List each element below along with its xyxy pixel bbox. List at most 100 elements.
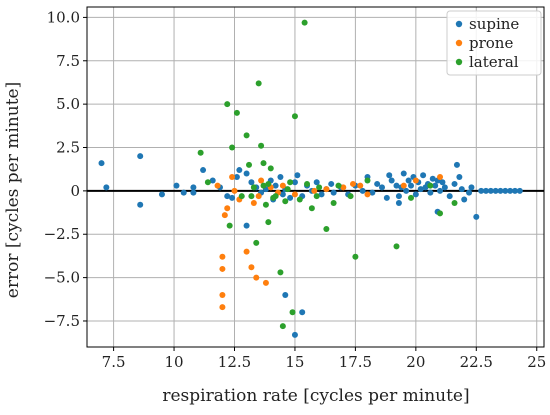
lateral-point <box>287 179 294 186</box>
supine-point <box>369 189 376 196</box>
lateral-point <box>197 149 204 156</box>
supine-point <box>248 179 255 186</box>
prone-point <box>219 291 226 298</box>
legend-label-supine: supine <box>469 15 519 33</box>
lateral-point <box>226 222 233 229</box>
supine-point <box>487 187 494 194</box>
lateral-point <box>304 180 311 187</box>
supine-point <box>209 177 216 184</box>
supine-point <box>103 184 110 191</box>
plot-frame <box>86 6 545 348</box>
y-tick-label: 10.0 <box>47 8 80 26</box>
lateral-point <box>248 193 255 200</box>
lateral-point <box>427 182 434 189</box>
supine-point <box>466 189 473 196</box>
lateral-point <box>291 113 298 120</box>
supine-point <box>378 184 385 191</box>
lateral-point <box>204 179 211 186</box>
prone-point <box>248 264 255 271</box>
prone-point <box>400 182 407 189</box>
supine-point <box>190 189 197 196</box>
x-tick-label: 7.5 <box>102 353 126 371</box>
supine-point <box>277 174 284 180</box>
y-axis-label: error [cycles per minute] <box>3 82 23 298</box>
lateral-point <box>260 182 267 189</box>
prone-point <box>291 191 298 198</box>
lateral-point <box>437 210 444 217</box>
y-tick-label: 7.5 <box>56 52 80 70</box>
prone-point <box>231 187 238 194</box>
lateral-point <box>277 269 284 276</box>
legend-label-prone: prone <box>469 34 513 52</box>
lateral-point <box>265 180 272 187</box>
x-tick-label: 10 <box>165 353 184 371</box>
lateral-point <box>246 161 253 168</box>
supine-point <box>173 182 180 189</box>
x-axis-label: respiration rate [cycles per minute] <box>162 386 469 406</box>
supine-point <box>497 187 504 194</box>
prone-point <box>243 248 250 255</box>
supine-point <box>359 187 366 194</box>
lateral-point <box>347 193 354 200</box>
lateral-point <box>253 239 260 246</box>
lateral-point <box>393 243 400 250</box>
legend-marker-supine <box>455 20 463 28</box>
supine-point <box>200 167 207 174</box>
supine-point <box>282 291 289 298</box>
supine-point <box>137 153 144 160</box>
prone-point <box>224 205 231 212</box>
lateral-point <box>352 253 359 260</box>
supine-point <box>468 184 475 191</box>
prone-point <box>253 274 260 281</box>
supine-point <box>299 309 306 316</box>
supine-point <box>224 193 231 200</box>
supine-point <box>441 184 448 191</box>
y-tick-label: 0 <box>70 182 80 200</box>
supine-point <box>291 179 298 186</box>
lateral-point <box>296 196 303 203</box>
x-tick-label: 22.5 <box>460 353 493 371</box>
supine-point <box>330 189 337 196</box>
supine-point <box>328 180 335 187</box>
supine-point <box>279 191 286 198</box>
lateral-point <box>323 226 330 233</box>
lateral-point <box>308 205 315 212</box>
lateral-point <box>238 193 245 200</box>
supine-point <box>158 191 165 198</box>
supine-point <box>383 194 390 201</box>
x-tick-label: 12.5 <box>218 353 251 371</box>
y-axis-ticks: −7.5 −5.0 −2.5 0 2.5 5.0 7.5 10.0 <box>44 8 87 330</box>
data-points <box>98 19 523 338</box>
supine-point <box>420 172 427 179</box>
lateral-point <box>224 101 231 108</box>
supine-point <box>236 167 243 174</box>
y-tick-label: 5.0 <box>56 95 80 113</box>
supine-point <box>388 177 395 184</box>
lateral-point <box>265 219 272 226</box>
supine-point <box>386 172 393 179</box>
supine-point <box>272 182 279 189</box>
lateral-point <box>284 186 291 193</box>
y-tick-label: 2.5 <box>56 139 80 157</box>
prone-point <box>340 184 347 191</box>
supine-point <box>400 170 407 177</box>
supine-point <box>403 187 410 194</box>
supine-point <box>516 187 523 194</box>
supine-point <box>137 201 144 208</box>
supine-point <box>374 180 381 187</box>
x-tick-label: 17.5 <box>339 353 372 371</box>
prone-point <box>219 304 226 311</box>
prone-point <box>412 177 419 184</box>
lateral-point <box>270 194 277 201</box>
supine-point <box>511 187 518 194</box>
prone-point <box>219 265 226 272</box>
supine-point <box>408 182 415 189</box>
supine-point <box>395 193 402 200</box>
lateral-point <box>451 200 458 207</box>
prone-point <box>311 187 318 194</box>
supine-point <box>482 187 489 194</box>
lateral-point <box>335 182 342 189</box>
supine-point <box>453 161 460 168</box>
